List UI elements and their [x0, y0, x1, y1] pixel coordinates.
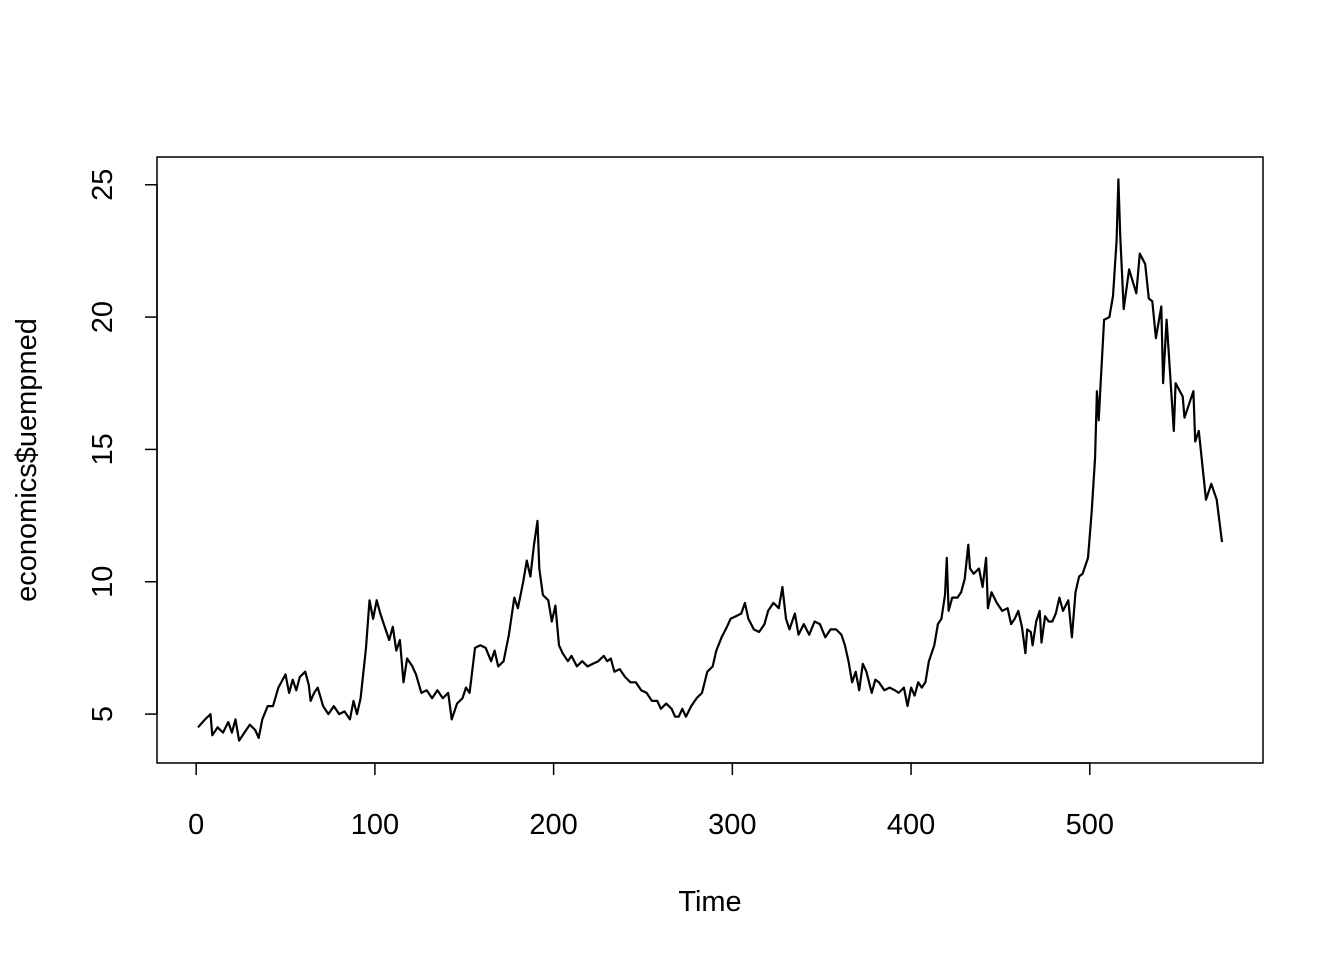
series-line-uempmed [197, 178, 1224, 742]
x-tick-label: 500 [1066, 809, 1114, 841]
x-axis-label: Time [678, 886, 741, 918]
x-tick-label: 400 [887, 809, 935, 841]
x-tick-label: 300 [708, 809, 756, 841]
plot-box [156, 156, 1264, 764]
y-tick-label: 10 [87, 566, 119, 598]
y-axis-label: economics$uempmed [11, 318, 43, 602]
x-axis: 0 100 200 300 400 500 [188, 762, 1114, 841]
x-tick-label: 100 [351, 809, 399, 841]
y-tick-label: 25 [87, 169, 119, 201]
y-tick-label: 15 [87, 433, 119, 465]
y-tick-label: 20 [87, 301, 119, 333]
y-tick-label: 5 [87, 706, 119, 722]
x-tick-label: 200 [529, 809, 577, 841]
y-axis: 5 10 15 20 25 [87, 169, 158, 722]
x-tick-label: 0 [188, 809, 204, 841]
